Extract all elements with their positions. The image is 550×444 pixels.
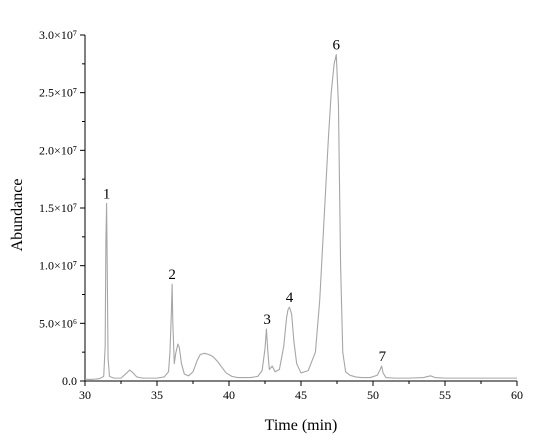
y-tick-label: 2.0×10⁷ bbox=[39, 143, 77, 157]
x-tick-label: 50 bbox=[367, 388, 379, 402]
peak-label: 2 bbox=[168, 267, 176, 283]
x-tick-label: 55 bbox=[439, 388, 451, 402]
peak-label: 4 bbox=[286, 290, 294, 306]
peak-label: 1 bbox=[103, 186, 111, 202]
y-tick-label: 3.0×10⁷ bbox=[39, 28, 77, 42]
x-tick-label: 35 bbox=[151, 388, 163, 402]
peak-label: 7 bbox=[379, 349, 387, 365]
x-axis-title: Time (min) bbox=[265, 417, 338, 434]
y-tick-label: 0.0 bbox=[62, 374, 77, 388]
peak-label: 6 bbox=[333, 38, 341, 54]
y-tick-label: 5.0×10⁶ bbox=[39, 316, 77, 330]
peak-label: 3 bbox=[263, 312, 271, 328]
y-tick-label: 1.0×10⁷ bbox=[39, 259, 77, 273]
x-tick-label: 30 bbox=[79, 388, 91, 402]
peak-labels: 1 2 34 6 7 bbox=[103, 38, 387, 365]
x-tick-label: 60 bbox=[511, 388, 523, 402]
y-tick-label: 1.5×10⁷ bbox=[39, 201, 77, 215]
series-layer bbox=[84, 54, 517, 380]
y-tick-label: 2.5×10⁷ bbox=[39, 86, 77, 100]
x-tick-label: 40 bbox=[223, 388, 235, 402]
axes: 30 35 40 45 50 55 60 0.0 5.0×10⁶ 1.0×10⁷ 1.5×10⁷ 2.… bbox=[39, 28, 523, 402]
x-tick-label: 45 bbox=[295, 388, 307, 402]
y-axis-title: Abundance bbox=[9, 179, 26, 252]
series-line bbox=[84, 54, 517, 380]
